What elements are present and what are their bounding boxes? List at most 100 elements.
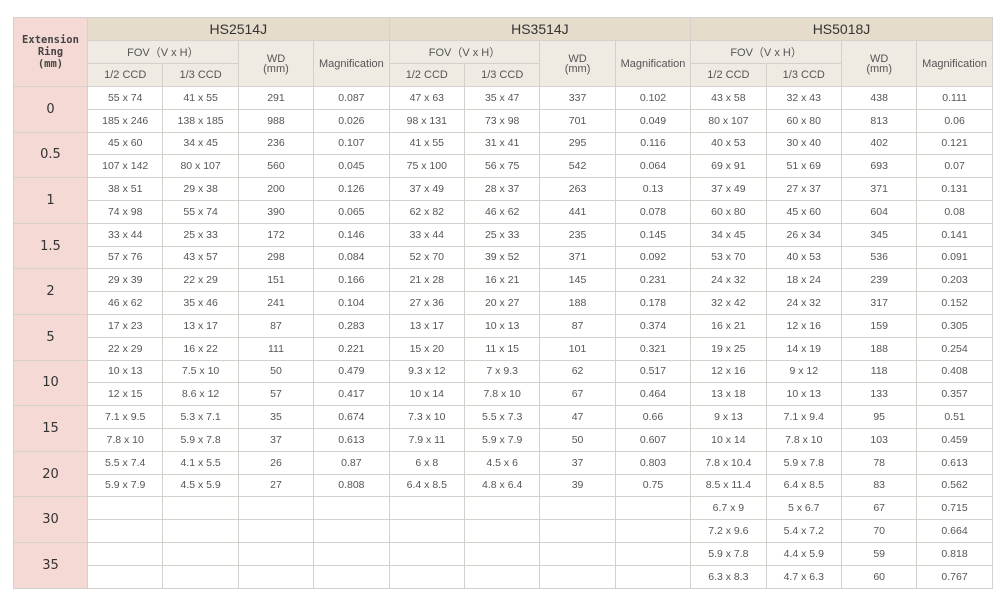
table-cell: 0.08 — [916, 199, 993, 224]
table-cell: 111 — [237, 336, 315, 361]
table-cell: 133 — [840, 382, 918, 407]
table-cell — [388, 564, 465, 589]
table-cell: 0.808 — [313, 473, 390, 498]
table-cell: 16 x 22 — [162, 336, 239, 361]
table-cell: 22 x 29 — [162, 268, 239, 293]
table-cell: 0.064 — [614, 154, 692, 179]
table-cell: 41 x 55 — [388, 131, 465, 156]
table-cell: 371 — [539, 245, 616, 270]
table-cell: 402 — [840, 131, 918, 156]
table-cell: 7 x 9.3 — [463, 359, 541, 384]
table-cell: 7.9 x 11 — [388, 427, 465, 452]
table-cell: 0.221 — [313, 336, 390, 361]
table-cell: 78 — [840, 450, 918, 475]
table-row: 0 55 x 74 41 x 55 291 0.087 47 x 63 35 x 47 337… — [13, 86, 993, 133]
table-cell: 0.803 — [614, 450, 692, 475]
table-cell: 0.092 — [614, 245, 692, 270]
table-cell: 37 — [237, 427, 315, 452]
table-cell: 988 — [237, 108, 315, 133]
table-cell: 35 x 46 — [162, 291, 239, 315]
table-cell — [388, 496, 465, 521]
table-cell: 19 x 25 — [690, 336, 767, 361]
table-cell: 159 — [840, 313, 918, 338]
table-row: 35 5.9 x 7.8 4.4 x 5.9 59 0.818 — [13, 541, 993, 589]
table-cell: 38 x 51 — [86, 177, 164, 201]
extension-ring-value: 30 — [13, 496, 88, 543]
table-cell: 7.5 x 10 — [162, 359, 239, 384]
table-cell: 40 x 53 — [690, 131, 767, 156]
table-cell: 0.045 — [313, 154, 390, 179]
table-cell: 50 — [237, 359, 315, 384]
table-cell: 813 — [840, 108, 918, 133]
table-cell — [463, 564, 541, 589]
table-cell — [313, 496, 390, 521]
table-cell: 188 — [840, 336, 918, 361]
table-cell: 0.078 — [614, 199, 692, 224]
wd-unit: (mm) — [263, 62, 289, 75]
table-cell: 5.9 x 7.8 — [690, 541, 767, 566]
model-header-hs3514j: HS3514J — [388, 17, 692, 41]
ext-label-line: Ring — [37, 46, 64, 58]
table-cell: 5.9 x 7.9 — [86, 473, 164, 498]
table-cell: 24 x 32 — [765, 291, 842, 315]
table-cell: 0.321 — [614, 336, 692, 361]
table-cell: 98 x 131 — [388, 108, 465, 133]
table-cell: 15 x 20 — [388, 336, 465, 361]
extension-ring-value: 5 — [13, 313, 88, 361]
fov-header: FOV（V x H） — [388, 40, 541, 64]
table-cell: 9.3 x 12 — [388, 359, 465, 384]
wd-label: WD — [870, 52, 889, 65]
table-cell: 87 — [539, 313, 616, 338]
table-cell: 5.5 x 7.4 — [86, 450, 164, 475]
table-cell: 604 — [840, 199, 918, 224]
table-cell: 0.152 — [916, 291, 993, 315]
table-cell: 59 — [840, 541, 918, 566]
extension-ring-value: 0.5 — [13, 131, 88, 179]
table-cell: 45 x 60 — [765, 199, 842, 224]
table-cell: 60 x 80 — [765, 108, 842, 133]
table-cell: 693 — [840, 154, 918, 179]
wd-header: WD (mm) — [237, 40, 315, 87]
table-cell: 16 x 21 — [690, 313, 767, 338]
fov-header: FOV（V x H） — [690, 40, 842, 64]
table-cell: 185 x 246 — [86, 108, 164, 133]
table-cell: 4.5 x 5.9 — [162, 473, 239, 498]
table-row: 1.5 33 x 44 25 x 33 172 0.146 33 x 44 25 x 33 2… — [13, 222, 993, 270]
table-cell: 145 — [539, 268, 616, 293]
table-cell — [539, 496, 616, 521]
table-cell: 29 x 39 — [86, 268, 164, 293]
table-cell: 74 x 98 — [86, 199, 164, 224]
table-cell: 24 x 32 — [690, 268, 767, 293]
table-cell: 69 x 91 — [690, 154, 767, 179]
table-cell: 45 x 60 — [86, 131, 164, 156]
table-cell: 151 — [237, 268, 315, 293]
table-cell — [162, 541, 239, 566]
extension-ring-header: Extension Ring (mm) — [13, 17, 88, 87]
table-cell: 4.5 x 6 — [463, 450, 541, 475]
table-cell: 34 x 45 — [162, 131, 239, 156]
table-cell: 12 x 15 — [86, 382, 164, 407]
table-cell: 7.8 x 10 — [86, 427, 164, 452]
table-cell: 10 x 13 — [86, 359, 164, 384]
table-cell: 55 x 74 — [162, 199, 239, 224]
table-row: 0.5 45 x 60 34 x 45 236 0.107 41 x 55 31 x 41 2… — [13, 131, 993, 179]
table-cell: 35 — [237, 405, 315, 429]
table-cell: 27 — [237, 473, 315, 498]
table-cell: 263 — [539, 177, 616, 201]
table-cell: 56 x 75 — [463, 154, 541, 179]
table-cell: 0.084 — [313, 245, 390, 270]
table-cell: 172 — [237, 222, 315, 247]
table-cell: 46 x 62 — [463, 199, 541, 224]
table-cell: 0.178 — [614, 291, 692, 315]
wd-header: WD (mm) — [840, 40, 918, 87]
table-cell: 43 x 57 — [162, 245, 239, 270]
table-cell: 0.254 — [916, 336, 993, 361]
table-cell: 12 x 16 — [690, 359, 767, 384]
table-cell — [539, 541, 616, 566]
table-cell: 60 x 80 — [690, 199, 767, 224]
table-cell: 27 x 36 — [388, 291, 465, 315]
table-cell: 73 x 98 — [463, 108, 541, 133]
ext-label-line: (mm) — [37, 58, 64, 70]
table-cell: 0.126 — [313, 177, 390, 201]
